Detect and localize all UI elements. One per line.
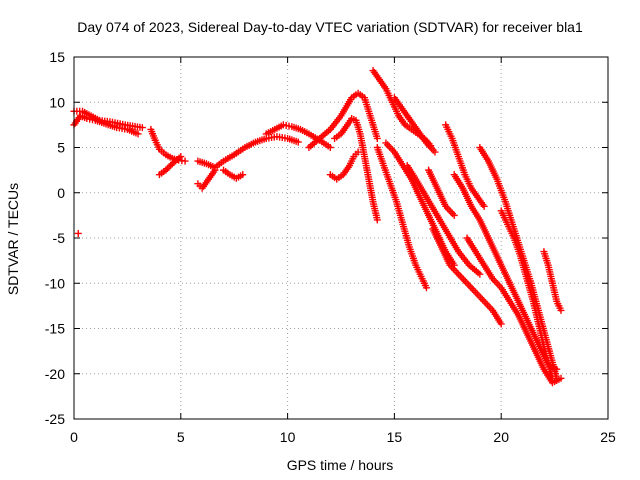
- data-point: [74, 229, 82, 237]
- y-tick-label: -15: [45, 321, 65, 337]
- data-point: [497, 320, 505, 328]
- chart-title: Day 074 of 2023, Sidereal Day-to-day VTE…: [77, 19, 583, 35]
- data-point-fill: [165, 163, 173, 171]
- data-point: [422, 284, 430, 292]
- data-point: [177, 153, 185, 161]
- data-point: [211, 166, 219, 174]
- y-tick-label: -25: [45, 411, 65, 427]
- x-tick-label: 20: [493, 429, 509, 445]
- data-point: [373, 216, 381, 224]
- data-point: [239, 171, 247, 179]
- data-point: [294, 138, 302, 146]
- data-points: [70, 67, 565, 387]
- data-point: [431, 148, 439, 156]
- y-tick-label: 5: [57, 140, 65, 156]
- x-tick-label: 10: [280, 429, 296, 445]
- x-tick-label: 5: [177, 429, 185, 445]
- data-point: [557, 306, 565, 314]
- data-point: [450, 211, 458, 219]
- data-point: [548, 374, 556, 382]
- data-point: [354, 148, 362, 156]
- y-tick-label: 15: [49, 49, 65, 65]
- x-tick-label: 25: [600, 429, 616, 445]
- data-point: [373, 134, 381, 142]
- data-point-fill: [163, 165, 171, 173]
- x-axis-label: GPS time / hours: [287, 457, 394, 473]
- data-point: [162, 166, 170, 174]
- data-point: [557, 374, 565, 382]
- y-tick-label: 0: [57, 185, 65, 201]
- axis-ticks: 0 5 10 15 20 25 -25 -20 -15 -10 -5 0 5 10 15: [45, 49, 616, 445]
- data-point: [138, 124, 146, 132]
- x-tick-label: 0: [70, 429, 78, 445]
- y-tick-label: -10: [45, 275, 65, 291]
- y-tick-label: -20: [45, 366, 65, 382]
- data-point: [326, 144, 334, 151]
- y-axis-label: SDTVAR / TECUs: [5, 183, 21, 295]
- data-point: [476, 270, 484, 278]
- x-tick-label: 15: [387, 429, 403, 445]
- y-tick-label: -5: [53, 230, 66, 246]
- data-point: [480, 202, 488, 210]
- data-point: [134, 130, 142, 138]
- data-point: [181, 157, 189, 165]
- y-tick-label: 10: [49, 94, 65, 110]
